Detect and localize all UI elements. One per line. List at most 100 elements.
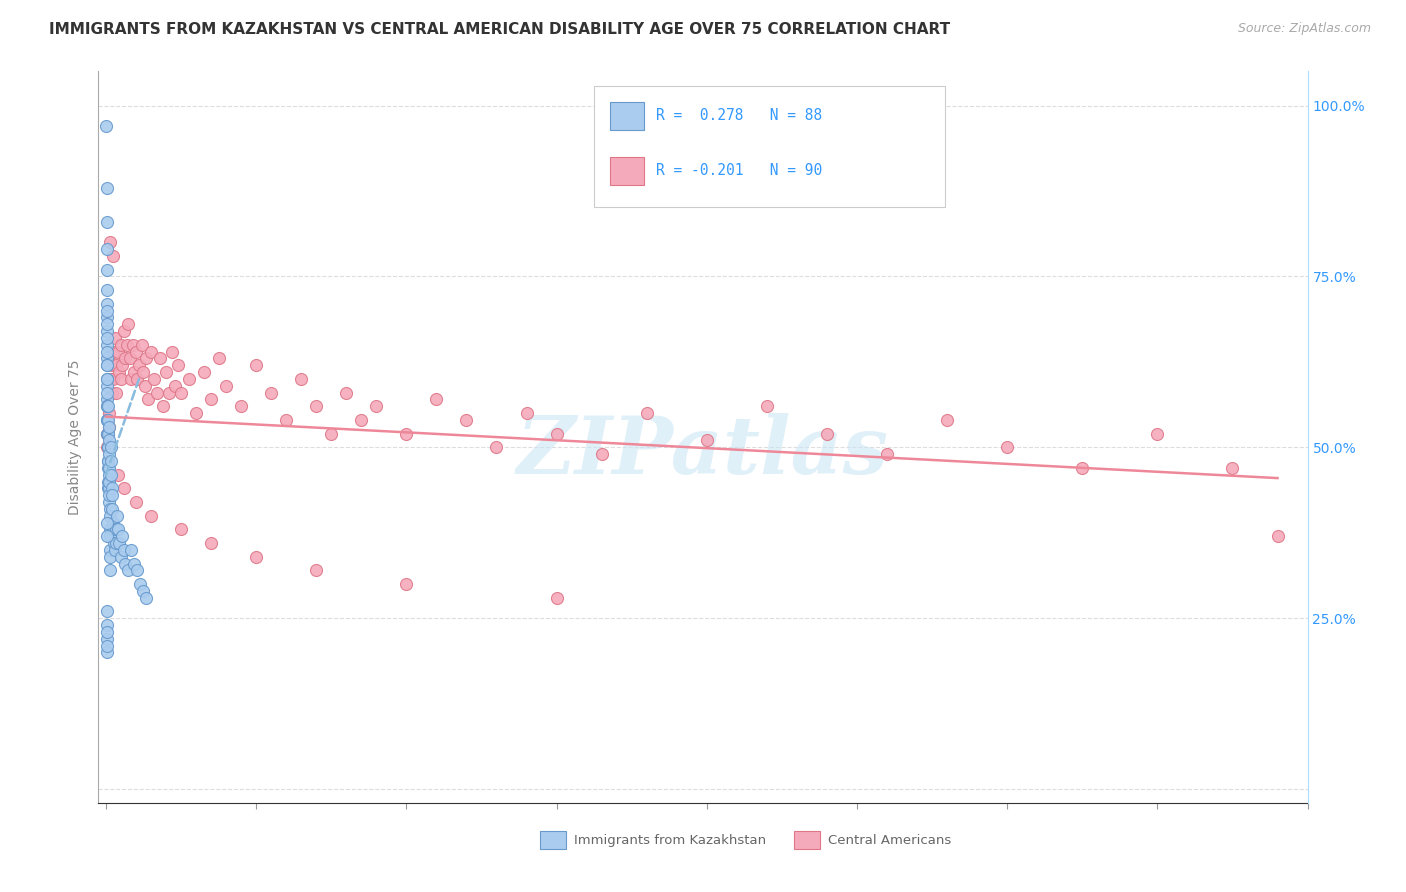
Point — [184, 406, 207, 420]
Point — [96, 413, 118, 427]
Point — [100, 235, 122, 250]
Point — [96, 440, 118, 454]
Point — [128, 359, 150, 373]
Point — [107, 467, 129, 482]
Point — [117, 318, 139, 332]
Bar — [610, 157, 644, 185]
Point — [395, 426, 418, 441]
Point — [546, 591, 568, 605]
Point — [132, 583, 155, 598]
Point — [121, 542, 143, 557]
Point — [122, 338, 145, 352]
Point — [131, 338, 153, 352]
Point — [96, 310, 118, 325]
Point — [97, 481, 120, 495]
Point — [96, 385, 118, 400]
Point — [104, 331, 127, 345]
Point — [96, 392, 118, 407]
Point — [101, 488, 124, 502]
Point — [96, 359, 118, 373]
Point — [97, 475, 120, 489]
Point — [97, 454, 120, 468]
Point — [96, 242, 118, 256]
Point — [207, 351, 229, 366]
Point — [96, 372, 118, 386]
Point — [1267, 529, 1289, 543]
Point — [100, 372, 122, 386]
Point — [97, 495, 120, 509]
Point — [96, 639, 118, 653]
Point — [160, 344, 183, 359]
Point — [96, 645, 118, 659]
Point — [96, 331, 118, 345]
Point — [105, 536, 128, 550]
Point — [97, 440, 120, 454]
Point — [96, 632, 118, 646]
Point — [103, 344, 125, 359]
Point — [96, 215, 118, 229]
Point — [515, 406, 537, 420]
Point — [104, 542, 127, 557]
Point — [260, 385, 283, 400]
Point — [96, 379, 118, 393]
Point — [425, 392, 447, 407]
Point — [107, 522, 129, 536]
Point — [96, 516, 118, 530]
Point — [118, 351, 141, 366]
Point — [114, 557, 136, 571]
Point — [96, 604, 118, 618]
Point — [167, 359, 190, 373]
Point — [97, 481, 120, 495]
Point — [1222, 460, 1244, 475]
Point — [98, 475, 121, 489]
Point — [98, 501, 121, 516]
Point — [215, 379, 238, 393]
Point — [101, 501, 124, 516]
Point — [135, 591, 157, 605]
Point — [103, 372, 125, 386]
Point — [546, 426, 568, 441]
Point — [321, 426, 343, 441]
Point — [96, 119, 118, 133]
Point — [96, 318, 118, 332]
Point — [98, 488, 121, 502]
Point — [97, 460, 120, 475]
Point — [96, 297, 118, 311]
Point — [96, 413, 118, 427]
Point — [96, 372, 118, 386]
Point — [96, 338, 118, 352]
Point — [96, 351, 118, 366]
Point — [97, 454, 120, 468]
Point — [96, 624, 118, 639]
Point — [96, 344, 118, 359]
Point — [108, 365, 131, 379]
Point — [305, 400, 328, 414]
Point — [110, 372, 132, 386]
Point — [245, 359, 267, 373]
Point — [636, 406, 658, 420]
Point — [97, 426, 120, 441]
Point — [696, 434, 718, 448]
Point — [135, 351, 157, 366]
Bar — [540, 830, 567, 849]
Point — [96, 400, 118, 414]
Point — [96, 426, 118, 441]
Point — [115, 338, 138, 352]
Point — [755, 400, 778, 414]
Point — [200, 536, 222, 550]
Point — [112, 542, 135, 557]
Point — [395, 577, 418, 591]
Point — [366, 400, 388, 414]
Point — [97, 426, 120, 441]
Text: R = -0.201   N = 90: R = -0.201 N = 90 — [655, 163, 823, 178]
Point — [100, 481, 122, 495]
Point — [97, 413, 120, 427]
Point — [193, 365, 215, 379]
Point — [96, 303, 118, 318]
Point — [1071, 460, 1094, 475]
Point — [103, 536, 125, 550]
Point — [97, 406, 120, 420]
Point — [163, 379, 186, 393]
Point — [97, 400, 120, 414]
Point — [97, 434, 120, 448]
